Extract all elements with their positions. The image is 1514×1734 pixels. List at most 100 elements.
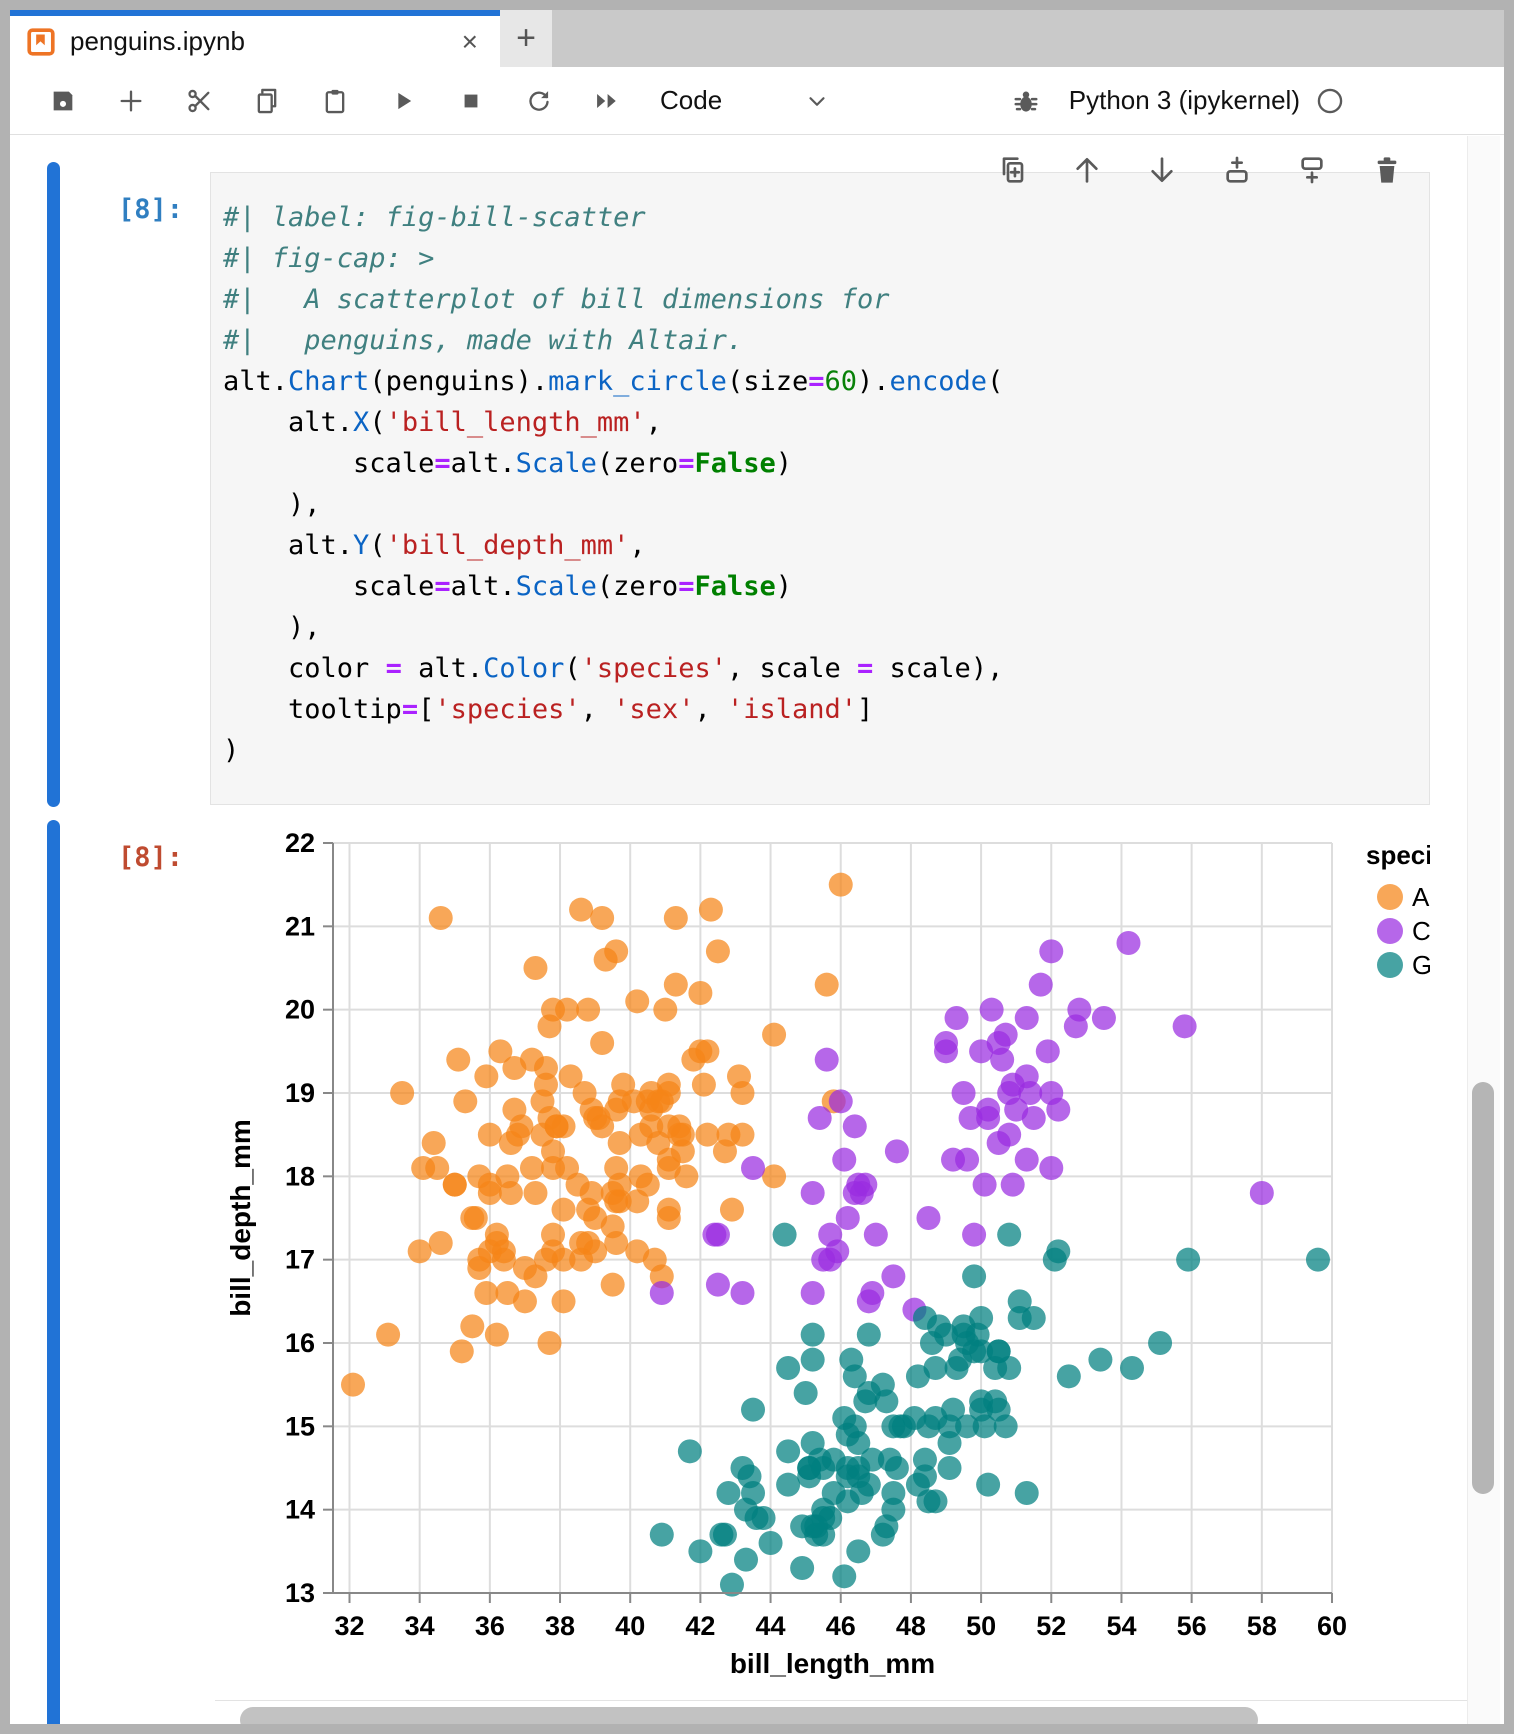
data-point-adelie — [551, 1197, 576, 1222]
data-point-gentoo — [734, 1497, 759, 1522]
cell-type-dropdown[interactable]: Code — [660, 85, 830, 116]
tab-penguins-notebook[interactable]: penguins.ipynb × — [10, 10, 500, 67]
x-tick-label: 32 — [334, 1611, 364, 1641]
data-point-gentoo — [1046, 1239, 1071, 1264]
data-point-gentoo — [912, 1447, 937, 1472]
data-point-adelie — [628, 1122, 653, 1147]
data-point-adelie — [477, 1122, 502, 1147]
restart-kernel-button[interactable] — [524, 86, 554, 116]
y-tick-label: 22 — [285, 828, 315, 858]
legend-label: Adelie — [1412, 882, 1430, 912]
x-tick-label: 34 — [405, 1611, 435, 1641]
move-cell-down-button[interactable] — [1145, 150, 1179, 190]
data-point-gentoo — [776, 1472, 801, 1497]
data-point-chinstrap — [1039, 1156, 1064, 1180]
add-cell-button[interactable] — [116, 86, 146, 116]
x-tick-label: 56 — [1177, 1611, 1207, 1641]
legend-swatch — [1377, 918, 1403, 944]
cut-button[interactable] — [184, 86, 214, 116]
data-point-adelie — [762, 1022, 787, 1047]
code-line: alt.Y('bill_depth_mm', — [223, 530, 646, 561]
y-tick-label: 18 — [285, 1161, 315, 1191]
data-point-gentoo — [856, 1322, 881, 1347]
data-point-adelie — [541, 1156, 566, 1180]
data-point-adelie — [625, 1189, 650, 1214]
data-point-gentoo — [870, 1372, 895, 1397]
data-point-chinstrap — [800, 1281, 825, 1305]
data-point-chinstrap — [1014, 1006, 1039, 1030]
data-point-adelie — [730, 1122, 755, 1147]
save-icon — [53, 91, 73, 110]
data-point-gentoo — [835, 1489, 860, 1514]
data-point-adelie — [814, 972, 839, 997]
data-point-adelie — [446, 1047, 471, 1072]
data-point-gentoo — [955, 1414, 980, 1439]
close-tab-icon[interactable]: × — [461, 25, 478, 57]
output-collapser[interactable] — [47, 820, 60, 1724]
data-point-adelie — [488, 1039, 513, 1064]
data-point-gentoo — [905, 1364, 930, 1389]
insert-cell-above-button[interactable] — [1220, 150, 1254, 190]
data-point-adelie — [428, 1231, 453, 1255]
copy-icon — [257, 88, 277, 113]
data-point-gentoo — [983, 1356, 1008, 1380]
new-tab-button[interactable]: + — [500, 10, 552, 67]
data-point-adelie — [541, 1222, 566, 1247]
data-point-adelie — [519, 1047, 544, 1072]
code-line: #| label: fig-bill-scatter — [223, 202, 646, 233]
data-point-gentoo — [1014, 1481, 1039, 1505]
code-cell-editor[interactable]: #| label: fig-bill-scatter #| fig-cap: > #… — [210, 172, 1430, 805]
code-line: tooltip=['species', 'sex', 'island'] — [223, 694, 874, 725]
paste-button[interactable] — [320, 86, 350, 116]
duplicate-cell-button[interactable] — [995, 150, 1029, 190]
data-point-adelie — [551, 1247, 576, 1272]
data-point-chinstrap — [962, 1222, 987, 1247]
code-line: color = alt.Color('species', scale = sca… — [223, 653, 1004, 684]
run-all-button[interactable] — [592, 86, 622, 116]
insert-cell-below-button[interactable] — [1295, 150, 1329, 190]
scissors-icon — [188, 89, 210, 112]
debugger-bug-icon[interactable] — [1011, 86, 1041, 116]
data-point-adelie — [558, 1064, 583, 1089]
data-point-adelie — [460, 1314, 485, 1339]
data-point-adelie — [642, 1247, 667, 1272]
trash-icon — [1377, 157, 1397, 183]
run-icon — [398, 92, 412, 109]
data-point-chinstrap — [818, 1247, 843, 1272]
data-point-gentoo — [800, 1347, 825, 1372]
delete-cell-button[interactable] — [1370, 150, 1404, 190]
save-button[interactable] — [48, 86, 78, 116]
plus-icon: + — [516, 19, 536, 57]
data-point-adelie — [625, 989, 650, 1014]
data-point-chinstrap — [881, 1264, 906, 1289]
data-point-chinstrap — [1039, 939, 1064, 964]
code-line: alt.X('bill_length_mm', — [223, 407, 662, 438]
data-point-gentoo — [790, 1514, 815, 1539]
data-point-adelie — [607, 1131, 632, 1155]
data-point-gentoo — [972, 1414, 997, 1439]
input-collapser[interactable] — [47, 162, 60, 807]
legend-label: Gentoo — [1412, 950, 1430, 980]
copy-button[interactable] — [252, 86, 282, 116]
data-point-gentoo — [881, 1414, 906, 1439]
code-line: ), — [223, 612, 321, 643]
data-point-gentoo — [1056, 1364, 1081, 1389]
notebook-file-icon — [27, 27, 55, 56]
data-point-chinstrap — [730, 1281, 755, 1305]
vertical-scrollbar-thumb[interactable] — [1472, 1082, 1494, 1494]
data-point-chinstrap — [863, 1222, 888, 1247]
stop-button[interactable] — [456, 86, 486, 116]
fast-forward-icon — [597, 93, 616, 108]
x-tick-label: 52 — [1036, 1611, 1066, 1641]
data-point-adelie — [519, 1156, 544, 1180]
kernel-name[interactable]: Python 3 (ipykernel) — [1068, 85, 1300, 115]
data-point-adelie — [663, 906, 688, 930]
horizontal-scrollbar-thumb[interactable] — [240, 1707, 1258, 1724]
run-button[interactable] — [388, 86, 418, 116]
move-cell-up-button[interactable] — [1070, 150, 1104, 190]
data-point-adelie — [600, 1272, 625, 1297]
code-line: #| penguins, made with Altair. — [223, 325, 744, 356]
data-point-gentoo — [842, 1414, 867, 1439]
data-point-gentoo — [986, 1397, 1011, 1422]
data-point-adelie — [425, 1156, 450, 1180]
